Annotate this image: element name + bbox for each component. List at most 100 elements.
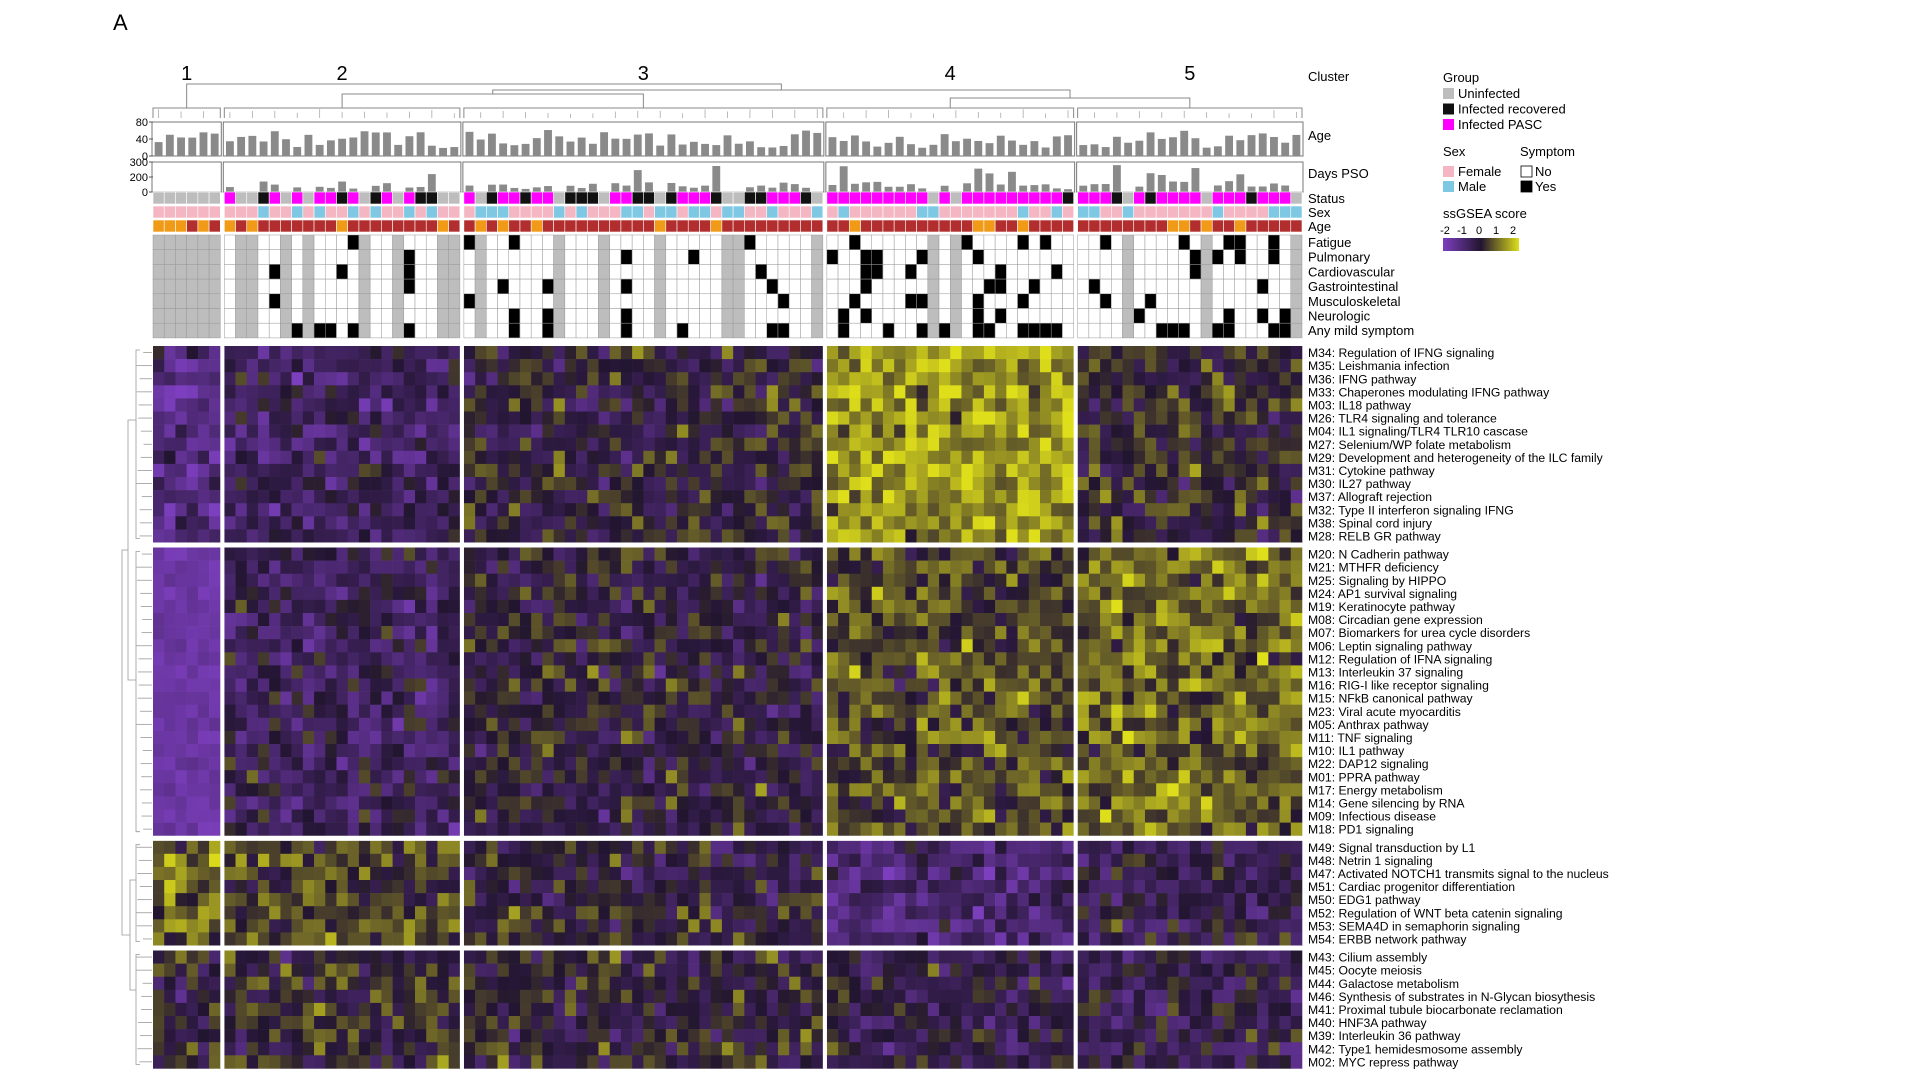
heat-cell xyxy=(235,704,248,719)
heat-cell xyxy=(1039,450,1052,465)
heat-cell xyxy=(519,652,532,666)
heat-cell xyxy=(531,560,543,574)
heat-cell xyxy=(175,796,187,810)
heat-cell xyxy=(1167,573,1179,588)
heat-cell xyxy=(269,359,281,373)
heat-cell xyxy=(370,503,382,517)
heat-cell xyxy=(699,372,711,386)
heat-cell xyxy=(1133,437,1146,452)
heat-cell xyxy=(838,744,850,758)
heat-cell xyxy=(246,599,259,614)
heat-cell xyxy=(983,490,996,504)
heat-cell xyxy=(1100,678,1112,692)
heat-cell xyxy=(1156,744,1168,758)
sex-cell xyxy=(197,205,210,219)
heat-cell xyxy=(1144,678,1157,692)
symptom-label-2: Cardiovascular xyxy=(1308,264,1395,279)
heat-cell xyxy=(733,744,745,758)
heat-cell xyxy=(1167,437,1179,452)
heat-cell xyxy=(314,678,326,692)
heat-cell xyxy=(1077,450,1090,465)
bar xyxy=(1213,146,1222,156)
heat-cell xyxy=(1234,490,1247,504)
heat-cell xyxy=(838,783,850,797)
symptom-cell xyxy=(755,322,768,339)
symptom-cell xyxy=(1212,234,1224,250)
heat-cell xyxy=(358,411,371,425)
symptom-cell xyxy=(508,249,521,265)
heat-cell xyxy=(1077,573,1090,588)
heat-cell xyxy=(800,613,812,627)
heat-cell xyxy=(916,704,929,719)
heat-cell xyxy=(643,529,655,543)
heat-cell xyxy=(463,652,476,666)
heat-cell xyxy=(744,547,756,561)
heat-cell xyxy=(475,626,487,640)
symptom-cell xyxy=(1088,264,1101,280)
heat-cell xyxy=(1257,424,1269,438)
heat-cell xyxy=(486,503,498,517)
status-cell xyxy=(530,191,543,205)
heat-cell xyxy=(1017,372,1030,386)
heat-cell xyxy=(882,516,895,530)
heat-cell xyxy=(939,704,951,719)
heat-cell xyxy=(1122,385,1135,399)
symptom-cell xyxy=(860,308,872,324)
heat-cell xyxy=(325,560,337,574)
symptom-cell xyxy=(564,278,577,295)
heat-cell xyxy=(1178,477,1191,491)
symptom-cell xyxy=(961,322,973,339)
age-cell xyxy=(994,219,1007,233)
heat-cell xyxy=(860,796,873,810)
bar xyxy=(963,138,972,156)
heat-cell xyxy=(811,411,824,425)
heat-cell xyxy=(246,490,259,504)
heat-cell xyxy=(609,652,622,666)
sex-cell xyxy=(654,205,667,219)
heat-cell xyxy=(209,783,221,797)
heat-cell xyxy=(508,516,521,530)
bar xyxy=(315,144,324,156)
heat-cell xyxy=(1167,359,1179,373)
heat-cell xyxy=(826,704,839,719)
heat-cell xyxy=(632,516,644,530)
heat-cell xyxy=(609,424,622,438)
heat-cell xyxy=(632,796,644,810)
heat-cell xyxy=(519,547,532,561)
heat-cell xyxy=(519,783,532,797)
heat-cell xyxy=(463,411,476,425)
heat-cell xyxy=(1077,463,1090,478)
symptom-cell xyxy=(1256,308,1269,324)
heat-cell xyxy=(437,359,449,373)
symptom-cell xyxy=(280,293,292,309)
heat-cell xyxy=(1111,573,1123,588)
heat-cell xyxy=(164,586,176,601)
heat-cell xyxy=(1189,547,1202,561)
heat-cell xyxy=(553,678,566,692)
heat-cell xyxy=(1017,385,1030,399)
symptom-cell xyxy=(1268,308,1280,324)
heat-cell xyxy=(699,560,711,574)
heat-cell xyxy=(257,744,270,758)
heat-cell xyxy=(811,599,824,614)
bar xyxy=(678,144,687,156)
heat-cell xyxy=(665,503,678,517)
symptom-cell xyxy=(486,264,498,280)
heat-cell xyxy=(302,783,315,797)
symptom-cell xyxy=(186,234,199,250)
heat-cell xyxy=(576,717,588,732)
heat-cell xyxy=(587,665,599,679)
heat-cell xyxy=(475,372,487,386)
heat-cell xyxy=(916,613,929,627)
heat-cell xyxy=(983,626,996,640)
heat-cell xyxy=(302,796,315,810)
heat-cell xyxy=(542,717,554,732)
heat-cell xyxy=(314,809,326,823)
bar xyxy=(521,188,530,192)
symptom-cell xyxy=(575,278,588,295)
heat-cell xyxy=(186,411,199,425)
heat-cell xyxy=(838,560,850,574)
symptom-cell xyxy=(871,264,884,280)
heat-cell xyxy=(916,678,929,692)
heat-cell xyxy=(1017,560,1030,574)
